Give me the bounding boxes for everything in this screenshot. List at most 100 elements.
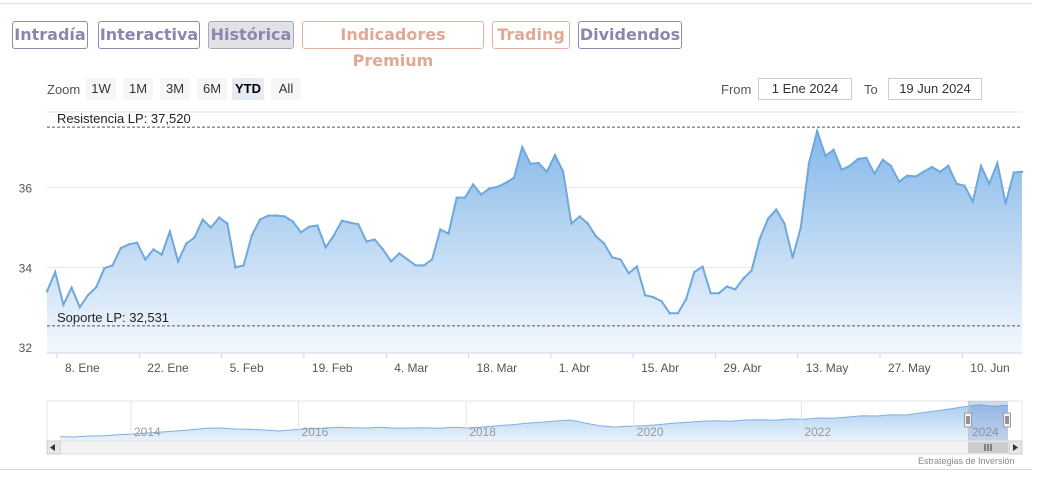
data-point	[693, 270, 696, 274]
data-point	[586, 222, 589, 225]
data-point	[62, 303, 65, 306]
zoom-1w-button[interactable]: 1W	[86, 78, 116, 100]
data-point	[45, 290, 49, 293]
data-point	[332, 234, 335, 237]
data-point	[668, 312, 671, 315]
data-point	[111, 264, 114, 267]
data-point	[422, 264, 426, 267]
data-point	[570, 222, 573, 225]
x-tick-label: 10. Jun	[970, 361, 1009, 375]
data-point	[545, 170, 548, 173]
area-series	[45, 127, 1024, 353]
zoom-all-button[interactable]: All	[271, 78, 301, 100]
data-point	[750, 269, 753, 272]
data-point	[783, 222, 786, 225]
data-point	[308, 225, 311, 228]
navigator-tick-label: 2024	[972, 425, 999, 439]
data-point	[185, 242, 188, 245]
tab-dividendos[interactable]: Dividendos	[578, 21, 682, 49]
data-point	[848, 164, 852, 167]
zoom-6m-button[interactable]: 6M	[197, 78, 227, 100]
tab-historica[interactable]: Histórica	[208, 21, 294, 49]
data-point	[627, 272, 630, 275]
data-point	[267, 214, 270, 217]
data-point	[447, 232, 450, 235]
data-point	[217, 216, 221, 219]
tab-trading[interactable]: Trading	[492, 21, 570, 49]
data-point	[250, 234, 253, 237]
to-label: To	[864, 82, 878, 97]
to-date-input[interactable]: 19 Jun 2024	[888, 78, 982, 100]
data-point	[807, 161, 811, 165]
data-point	[316, 224, 319, 227]
tab-indicadores-premium[interactable]: Indicadores Premium	[302, 21, 484, 70]
y-tick-label: 34	[19, 261, 33, 275]
tab-intradia[interactable]: Intradía	[12, 21, 88, 49]
zoom-3m-button[interactable]: 3M	[160, 78, 190, 100]
top-divider	[0, 3, 1032, 4]
data-point	[234, 266, 237, 269]
data-point	[840, 168, 843, 171]
data-point	[865, 156, 868, 159]
navigator-tick-label: 2014	[134, 425, 161, 439]
data-point	[135, 241, 139, 244]
data-point	[775, 208, 778, 211]
arrow-right-icon	[1013, 444, 1018, 451]
data-point	[930, 165, 934, 169]
data-point	[725, 285, 729, 288]
data-point	[922, 170, 925, 173]
data-point	[971, 200, 974, 203]
data-point	[734, 288, 737, 291]
zoom-ytd-button[interactable]: YTD	[232, 78, 264, 100]
credits-text: Estrategias de Inversión	[918, 456, 1015, 466]
x-tick-label: 4. Mar	[394, 361, 428, 375]
data-point	[1020, 170, 1024, 173]
data-point	[643, 294, 647, 297]
data-point	[242, 264, 245, 267]
data-point	[1012, 171, 1015, 174]
data-point	[86, 294, 90, 297]
data-point	[463, 196, 467, 199]
arrow-left-icon	[50, 444, 55, 451]
x-tick-label: 27. May	[888, 361, 931, 375]
data-point	[562, 170, 565, 173]
navigator[interactable]: 2014 2016 2018 2020 2022 2024	[46, 400, 1023, 455]
data-point	[881, 158, 884, 161]
x-tick-label: 18. Mar	[477, 361, 518, 375]
zoom-1m-button[interactable]: 1M	[123, 78, 153, 100]
from-date-input[interactable]: 1 Ene 2024	[758, 78, 852, 100]
data-point	[988, 182, 991, 185]
data-point	[602, 242, 606, 245]
data-point	[955, 182, 958, 185]
support-resistance-lines: Resistencia LP: 37,520 Soporte LP: 32,531	[47, 111, 1022, 327]
data-point	[938, 170, 942, 173]
scrollbar-track[interactable]	[46, 440, 1023, 455]
data-point	[889, 164, 893, 167]
data-point	[652, 296, 655, 299]
y-axis-labels: 32 34 36	[19, 182, 33, 355]
data-point	[78, 306, 82, 309]
area-fill	[47, 131, 1022, 353]
data-point	[201, 218, 204, 221]
data-point	[611, 256, 614, 259]
data-point	[676, 312, 680, 315]
data-point	[963, 184, 966, 187]
data-point	[406, 258, 409, 261]
data-point	[529, 162, 532, 165]
tab-interactiva[interactable]: Interactiva	[98, 21, 200, 49]
data-point	[947, 164, 950, 167]
data-point	[168, 230, 172, 233]
y-tick-label: 36	[19, 182, 33, 196]
data-point	[824, 154, 827, 157]
navigator-handle[interactable]	[1003, 412, 1011, 428]
data-point	[414, 264, 417, 267]
navigator-handle[interactable]	[964, 412, 972, 428]
data-point	[127, 243, 131, 246]
navigator-selection[interactable]	[968, 401, 1008, 441]
data-point	[979, 164, 983, 167]
data-point	[758, 237, 761, 240]
data-point	[512, 176, 516, 179]
data-point	[283, 215, 286, 218]
data-point	[816, 129, 819, 133]
data-point	[152, 248, 155, 251]
